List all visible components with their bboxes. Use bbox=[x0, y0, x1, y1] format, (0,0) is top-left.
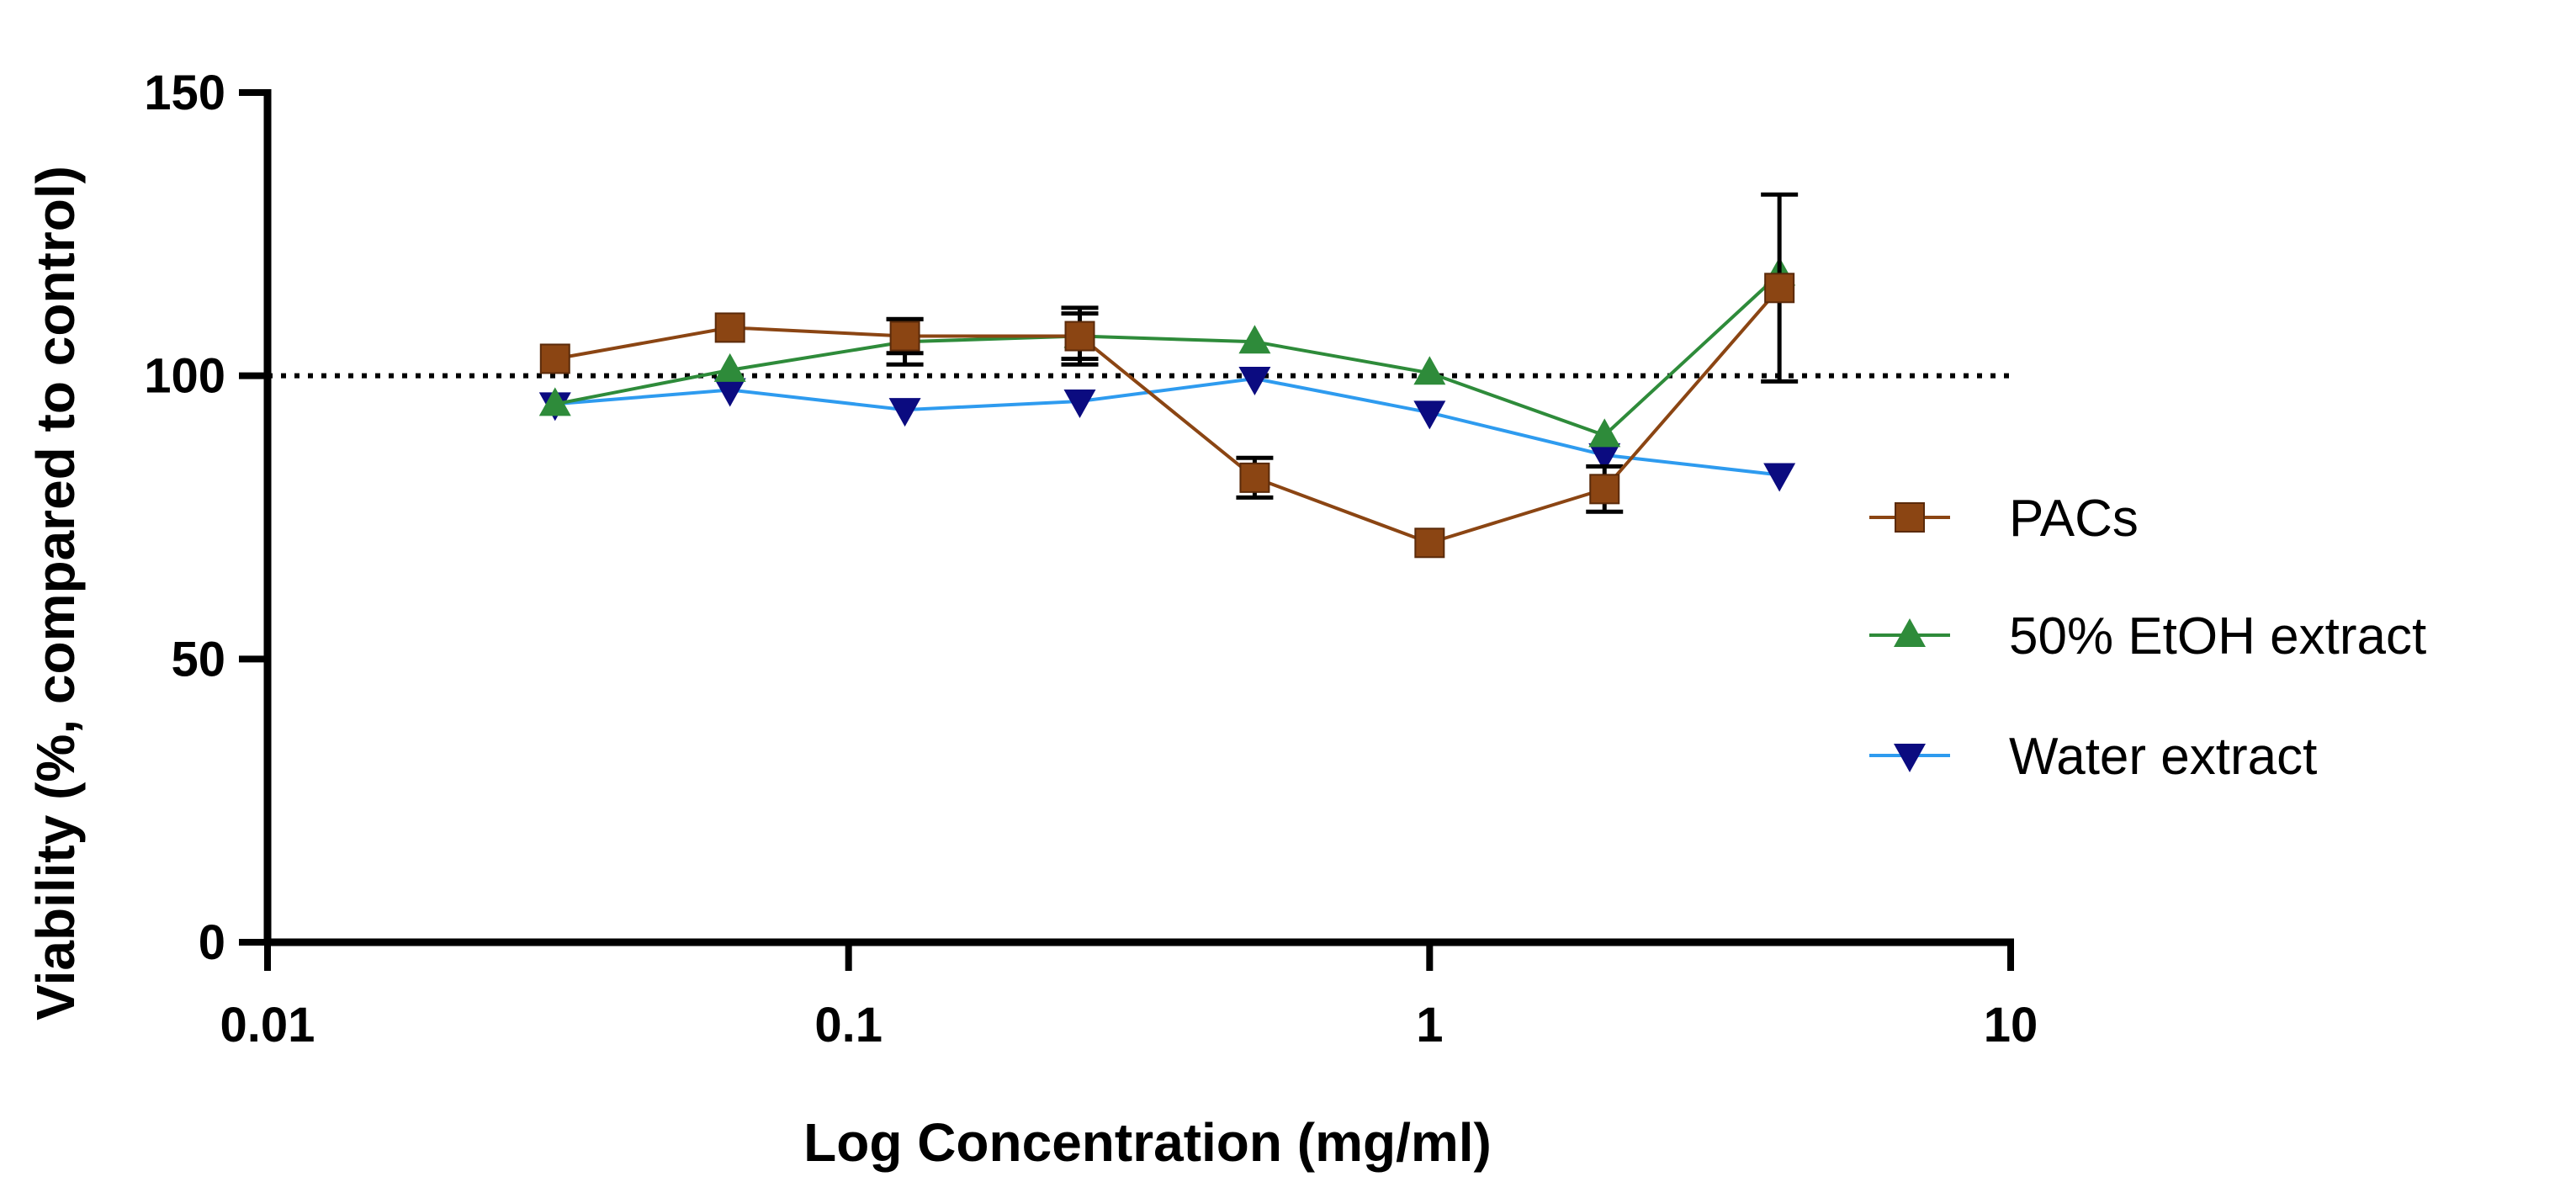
data-point bbox=[1764, 273, 1795, 304]
legend-marker bbox=[1894, 744, 1926, 772]
legend-marker bbox=[1894, 618, 1926, 647]
data-point bbox=[1063, 389, 1096, 418]
data-point bbox=[713, 353, 746, 382]
legend: PACs 50% EtOH extract Water extract bbox=[1869, 490, 2426, 786]
legend-label: 50% EtOH extract bbox=[2009, 607, 2426, 665]
data-point bbox=[1064, 321, 1095, 352]
legend-label: PACs bbox=[2009, 490, 2139, 548]
axes: 0 50 100 150 0.01 0.1 1 10 bbox=[144, 66, 2038, 1052]
legend-label: Water extract bbox=[2009, 728, 2317, 786]
data-point bbox=[1413, 356, 1446, 385]
data-point bbox=[889, 321, 920, 352]
data-point bbox=[1763, 463, 1796, 492]
x-tick-label: 0.01 bbox=[220, 998, 315, 1052]
y-tick-label: 50 bbox=[171, 632, 225, 686]
data-point bbox=[1413, 400, 1446, 430]
series-50-etoh-extract bbox=[538, 257, 1796, 448]
legend-marker bbox=[1895, 502, 1925, 533]
data-point bbox=[713, 378, 746, 407]
x-tick-label: 1 bbox=[1416, 998, 1443, 1052]
data-point bbox=[539, 343, 570, 374]
legend-item: 50% EtOH extract bbox=[1869, 607, 2426, 665]
data-point bbox=[1588, 443, 1621, 472]
data-point bbox=[1589, 474, 1620, 505]
data-point bbox=[1238, 325, 1271, 354]
series-group bbox=[538, 192, 1799, 559]
x-tick-label: 0.1 bbox=[814, 998, 883, 1052]
series-line bbox=[554, 273, 1781, 437]
series-line bbox=[554, 376, 1780, 477]
legend-item: Water extract bbox=[1869, 728, 2317, 786]
data-point bbox=[888, 398, 921, 427]
data-point bbox=[1238, 367, 1271, 396]
data-point bbox=[1588, 418, 1621, 448]
x-axis-title: Log Concentration (mg/ml) bbox=[803, 1112, 1492, 1173]
legend-item: PACs bbox=[1869, 490, 2139, 548]
series-pacs bbox=[539, 192, 1799, 559]
data-point bbox=[1414, 527, 1445, 559]
y-axis-title: Viability (%, compared to control) bbox=[25, 166, 86, 1020]
series-line bbox=[554, 286, 1781, 545]
y-tick-label: 150 bbox=[144, 66, 225, 120]
x-tick-label: 10 bbox=[1984, 998, 2038, 1052]
y-tick-label: 100 bbox=[144, 349, 225, 404]
data-point bbox=[714, 312, 745, 343]
data-point bbox=[538, 387, 571, 416]
y-tick-label: 0 bbox=[199, 915, 225, 970]
data-point bbox=[1239, 462, 1270, 493]
